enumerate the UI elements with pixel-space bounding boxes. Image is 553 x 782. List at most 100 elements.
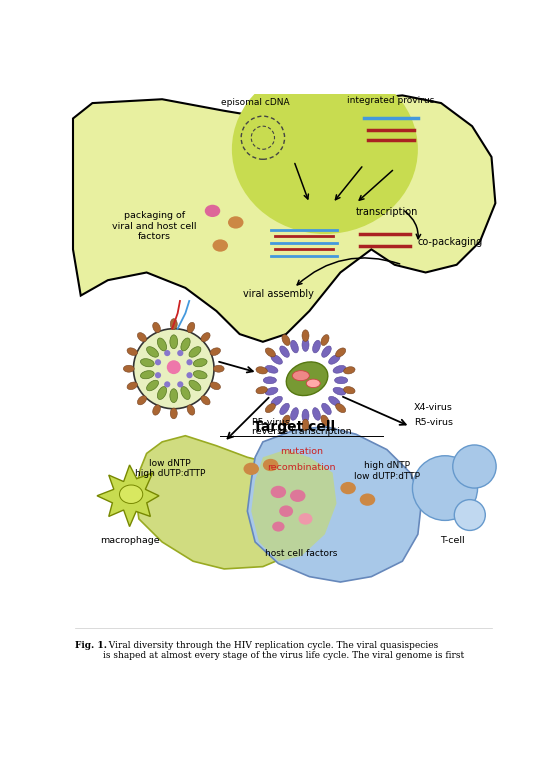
Text: high dNTP
low dUTP:dTTP: high dNTP low dUTP:dTTP (354, 461, 420, 480)
Ellipse shape (279, 505, 293, 517)
Text: transcription: transcription (356, 207, 418, 217)
Circle shape (133, 328, 214, 409)
Ellipse shape (271, 355, 283, 364)
Ellipse shape (263, 459, 278, 471)
Ellipse shape (140, 359, 154, 367)
Ellipse shape (290, 340, 299, 353)
Ellipse shape (265, 365, 278, 373)
Text: Fig. 1.: Fig. 1. (75, 640, 107, 650)
Ellipse shape (343, 367, 355, 374)
Ellipse shape (137, 396, 147, 405)
Circle shape (455, 500, 486, 530)
Ellipse shape (290, 490, 305, 502)
Ellipse shape (265, 348, 275, 357)
Ellipse shape (302, 339, 309, 351)
Polygon shape (97, 465, 159, 526)
Ellipse shape (322, 346, 331, 357)
Ellipse shape (158, 338, 166, 351)
Circle shape (186, 372, 192, 378)
Circle shape (167, 361, 181, 374)
Ellipse shape (280, 346, 289, 357)
Ellipse shape (127, 348, 137, 356)
Ellipse shape (187, 322, 195, 332)
Ellipse shape (256, 367, 268, 374)
Text: X4-virus: X4-virus (414, 403, 453, 412)
Ellipse shape (127, 382, 137, 389)
Circle shape (177, 382, 184, 387)
Text: macrophage: macrophage (100, 536, 159, 545)
Ellipse shape (333, 365, 346, 373)
Ellipse shape (232, 65, 418, 234)
Text: Target cell: Target cell (253, 420, 335, 434)
Circle shape (177, 350, 184, 356)
Ellipse shape (312, 407, 320, 420)
Text: T-cell: T-cell (440, 536, 465, 545)
Ellipse shape (147, 346, 159, 357)
Ellipse shape (282, 335, 290, 346)
Ellipse shape (302, 409, 309, 422)
Text: reverse transcription: reverse transcription (252, 427, 352, 436)
Text: host cell factors: host cell factors (265, 549, 338, 558)
Ellipse shape (189, 380, 201, 391)
Text: low dNTP
high dUTP:dTTP: low dNTP high dUTP:dTTP (135, 459, 205, 479)
Polygon shape (135, 436, 341, 569)
Ellipse shape (170, 319, 178, 329)
Circle shape (453, 445, 496, 488)
Ellipse shape (147, 380, 159, 391)
Text: integrated provirus: integrated provirus (347, 95, 435, 105)
Ellipse shape (328, 396, 340, 406)
Ellipse shape (335, 377, 348, 384)
Ellipse shape (210, 382, 221, 389)
Ellipse shape (265, 387, 278, 395)
Ellipse shape (321, 335, 329, 346)
Ellipse shape (322, 404, 331, 414)
Ellipse shape (194, 371, 207, 378)
Ellipse shape (243, 463, 259, 475)
Ellipse shape (263, 377, 276, 384)
Ellipse shape (228, 217, 243, 228)
Text: co-packaging: co-packaging (418, 237, 483, 246)
Ellipse shape (123, 365, 134, 372)
Ellipse shape (201, 332, 210, 342)
Ellipse shape (210, 348, 221, 356)
Ellipse shape (181, 386, 190, 400)
Text: recombination: recombination (267, 463, 336, 472)
Circle shape (155, 359, 161, 365)
Ellipse shape (290, 407, 299, 420)
Text: R5-virus: R5-virus (414, 418, 453, 427)
Ellipse shape (194, 359, 207, 367)
Polygon shape (251, 450, 336, 561)
Ellipse shape (187, 405, 195, 415)
Ellipse shape (286, 362, 328, 396)
Ellipse shape (137, 332, 147, 342)
Text: viral assembly: viral assembly (243, 289, 314, 300)
Ellipse shape (201, 396, 210, 405)
Text: episomal cDNA: episomal cDNA (221, 98, 289, 107)
Ellipse shape (170, 408, 178, 419)
Ellipse shape (336, 404, 346, 413)
Ellipse shape (170, 389, 178, 403)
Polygon shape (73, 95, 495, 342)
Ellipse shape (336, 348, 346, 357)
Ellipse shape (153, 322, 160, 332)
Ellipse shape (341, 482, 356, 494)
Text: mutation: mutation (280, 447, 323, 455)
Ellipse shape (306, 379, 320, 388)
Ellipse shape (360, 493, 375, 506)
Ellipse shape (181, 338, 190, 351)
Ellipse shape (153, 405, 160, 415)
Ellipse shape (299, 513, 312, 525)
Ellipse shape (205, 205, 220, 217)
Ellipse shape (158, 386, 166, 400)
Text: Viral diversity through the HIV replication cycle. The viral quasispecies
is sha: Viral diversity through the HIV replicat… (103, 640, 465, 660)
Ellipse shape (333, 387, 346, 395)
Ellipse shape (256, 386, 268, 394)
Circle shape (276, 351, 335, 410)
Ellipse shape (343, 386, 355, 394)
Text: packaging of
viral and host cell
factors: packaging of viral and host cell factors (112, 211, 197, 241)
Ellipse shape (302, 419, 309, 431)
Circle shape (413, 456, 478, 520)
Ellipse shape (212, 239, 228, 252)
Ellipse shape (328, 355, 340, 364)
Ellipse shape (189, 346, 201, 357)
